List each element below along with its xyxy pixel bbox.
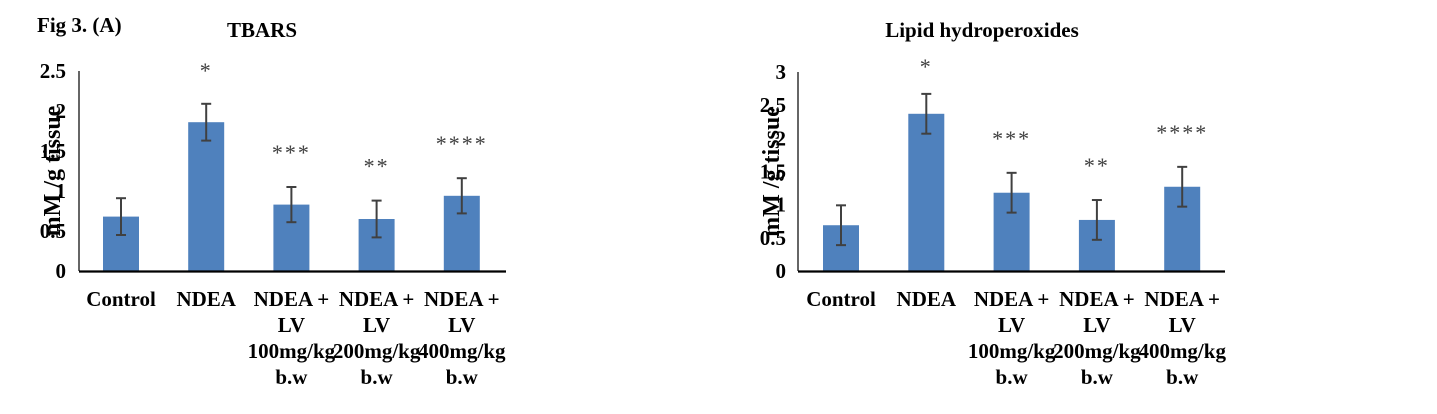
y-tick-label: 0.5 (760, 226, 786, 250)
x-category-label: NDEA + (424, 287, 500, 311)
y-tick-label: 1.5 (40, 139, 66, 163)
x-category-label: 100mg/kg (248, 339, 336, 363)
significance-marker: * (200, 58, 213, 83)
x-category-label: Control (86, 287, 156, 311)
y-tick-label: 2 (776, 126, 787, 150)
x-category-label: 200mg/kg (333, 339, 421, 363)
x-category-label: b.w (1166, 365, 1199, 389)
x-category-label: 200mg/kg (1053, 339, 1141, 363)
x-category-label: b.w (361, 365, 394, 389)
x-category-label: Control (806, 287, 876, 311)
x-category-label: LV (1169, 313, 1196, 337)
y-axis-label: mM /g tissue (40, 105, 66, 236)
lipid-hydroperoxides-chart: Lipid hydroperoxides mM /g tissue 0 0.5 1 1.5… (759, 18, 1226, 389)
significance-marker: *** (992, 126, 1031, 151)
x-category-label: LV (278, 313, 305, 337)
y-tick-label: 2.5 (40, 59, 66, 83)
x-category-label: NDEA (897, 287, 957, 311)
x-category-label: LV (363, 313, 390, 337)
x-category-label: 400mg/kg (1138, 339, 1226, 363)
significance-marker: *** (272, 140, 311, 165)
x-category-label: NDEA + (254, 287, 330, 311)
x-category-label: NDEA (176, 287, 236, 311)
y-tick-label: 1 (776, 193, 787, 217)
x-category-label: 100mg/kg (968, 339, 1056, 363)
x-category-label: NDEA + (1059, 287, 1135, 311)
y-tick-label: 2.5 (760, 93, 786, 117)
x-category-label: NDEA + (974, 287, 1050, 311)
bar (188, 122, 225, 271)
y-tick-label: 2 (56, 99, 67, 123)
bar (908, 113, 945, 271)
y-tick-label: 0.5 (40, 219, 66, 243)
y-tick-label: 1.5 (760, 160, 786, 184)
significance-marker: **** (436, 131, 488, 156)
x-category-label: LV (1083, 313, 1110, 337)
y-tick-label: 0 (776, 259, 787, 283)
significance-marker: **** (1156, 120, 1208, 145)
significance-marker: ** (1084, 153, 1110, 178)
x-category-label: b.w (275, 365, 308, 389)
chart-title: Lipid hydroperoxides (885, 18, 1079, 42)
y-tick-label: 1 (56, 179, 67, 203)
x-category-label: LV (448, 313, 475, 337)
chart-title: TBARS (227, 18, 297, 42)
x-category-label: b.w (1081, 365, 1114, 389)
significance-marker: * (920, 54, 933, 79)
figure-label: Fig 3. (A) (37, 13, 122, 37)
y-tick-label: 0 (56, 259, 67, 283)
x-category-label: NDEA + (339, 287, 415, 311)
x-category-label: LV (998, 313, 1025, 337)
y-axis-label: mM /g tissue (759, 106, 785, 237)
x-category-label: NDEA + (1144, 287, 1220, 311)
x-category-label: b.w (996, 365, 1029, 389)
significance-marker: ** (364, 154, 390, 179)
y-tick-label: 3 (776, 60, 787, 84)
x-category-label: 400mg/kg (418, 339, 506, 363)
tbars-chart: TBARS mM /g tissue 0 0.5 1 1.5 2 2.5 Control * NDE… (40, 18, 506, 389)
x-category-label: b.w (446, 365, 479, 389)
